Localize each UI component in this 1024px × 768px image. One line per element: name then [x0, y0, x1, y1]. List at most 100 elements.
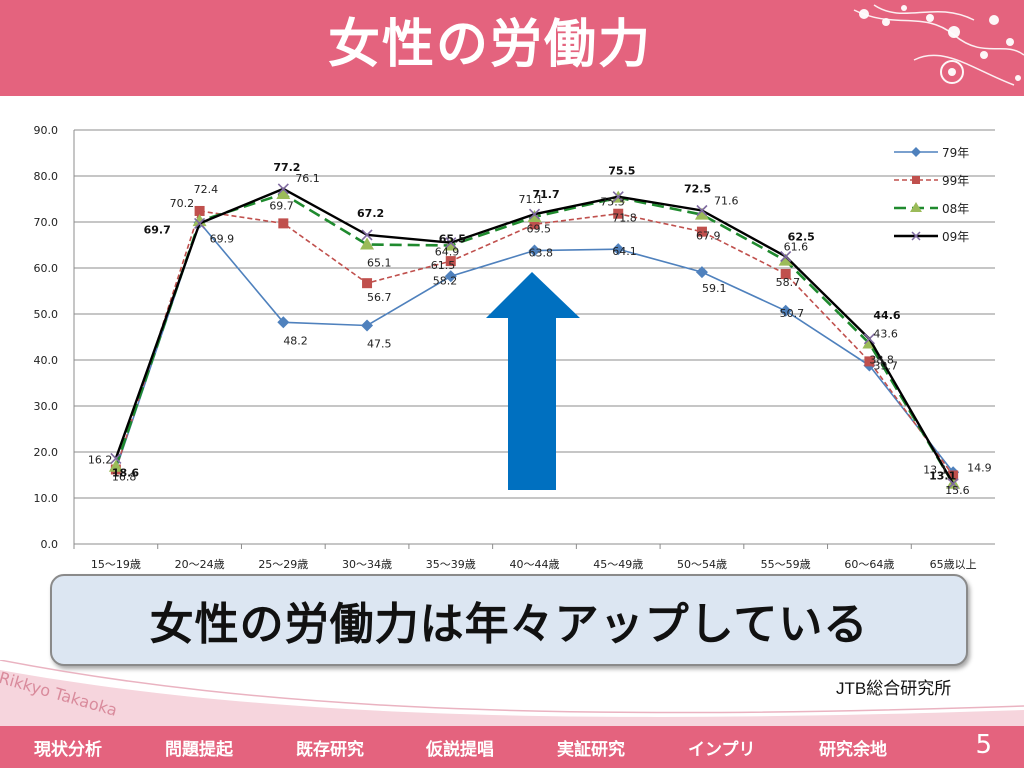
- marker-triangle: [694, 207, 709, 220]
- callout-box: 女性の労働力は年々アップしている: [50, 574, 968, 666]
- marker-triangle: [778, 253, 793, 266]
- legend-label: 79年: [942, 146, 969, 160]
- marker-square: [529, 219, 540, 230]
- data-label-s08: 64.9: [435, 245, 460, 258]
- data-label-s09: 71.7: [533, 188, 560, 201]
- nav-item-impli[interactable]: インプリ: [688, 740, 756, 760]
- nav-item-genjo[interactable]: 現状分析: [34, 740, 102, 760]
- data-label-s09: 72.5: [684, 183, 711, 196]
- legend-marker: [910, 202, 922, 212]
- data-label-s09: 44.6: [873, 309, 900, 322]
- x-tick-label: 60～64歳: [844, 558, 894, 571]
- nav-item-mondai[interactable]: 問題提起: [165, 740, 233, 760]
- data-label-s09: 77.2: [273, 161, 300, 174]
- data-label-s79: 15.6: [945, 484, 970, 497]
- chart-data-labels: 16.2 69.9 48.2 47.5 58.2 63.8 64.1 59.1 50.7 38.8…: [88, 161, 992, 497]
- data-label-s09: 18.6: [112, 466, 139, 479]
- marker-x: [696, 204, 708, 217]
- data-label-s79: 58.2: [433, 274, 458, 287]
- x-tick-label: 20～24歳: [175, 558, 225, 571]
- marker-square: [362, 278, 373, 289]
- marker-square: [194, 205, 205, 216]
- nav-item-kison[interactable]: 既存研究: [296, 740, 364, 760]
- nav-item-jissho[interactable]: 実証研究: [557, 740, 625, 760]
- series-line-s99: [115, 210, 954, 476]
- data-label-s79: 47.5: [367, 338, 392, 351]
- data-label-s09: 69.7: [144, 223, 171, 236]
- source-credit: JTB総合研究所: [836, 679, 952, 698]
- y-tick-label: 0.0: [41, 538, 59, 551]
- legend-label: 08年: [942, 202, 969, 216]
- marker-square: [948, 470, 959, 481]
- data-label-s99: 71.8: [612, 212, 637, 225]
- legend-marker: [912, 176, 920, 184]
- legend-marker: [911, 147, 921, 157]
- y-tick-label: 70.0: [34, 216, 59, 229]
- legend-label: 99年: [942, 174, 969, 188]
- data-label-s08: 43.6: [873, 327, 898, 340]
- data-label-s99: 58.7: [776, 276, 801, 289]
- marker-x: [780, 250, 792, 263]
- data-label-s08: 65.1: [367, 257, 392, 270]
- y-tick-label: 20.0: [34, 446, 59, 459]
- title-bar: [0, 0, 1024, 96]
- marker-triangle: [360, 237, 375, 250]
- marker-square: [445, 256, 456, 267]
- marker-x: [445, 237, 457, 249]
- nav-item-kasetsu[interactable]: 仮説提唱: [426, 740, 494, 760]
- marker-diamond: [779, 304, 792, 317]
- x-tick-label: 45～49歳: [593, 558, 643, 571]
- marker-triangle: [276, 186, 291, 199]
- data-label-s09: 62.5: [788, 231, 815, 244]
- marker-square: [278, 218, 289, 229]
- x-tick-label: 15～19歳: [91, 558, 141, 571]
- data-label-s08: 75.3: [600, 196, 625, 209]
- marker-triangle: [443, 238, 458, 251]
- data-label-s79: 16.2: [88, 453, 113, 466]
- data-label-s09: 65.5: [439, 233, 466, 246]
- swoosh-decoration: [0, 660, 1024, 730]
- marker-diamond: [612, 243, 625, 256]
- marker-x: [361, 229, 373, 241]
- data-label-s08: 61.6: [784, 241, 809, 254]
- data-label-s99: 69.7: [269, 199, 294, 212]
- chart-legend: 79年 99年 08年 09年: [894, 146, 969, 244]
- page-title: 女性の労働力: [327, 15, 652, 75]
- data-label-s99: 61.5: [431, 259, 456, 272]
- marker-diamond: [277, 316, 290, 329]
- up-arrow-shape: [486, 272, 580, 490]
- data-label-s08: 76.1: [295, 172, 320, 185]
- x-tick-label: 50～54歳: [677, 558, 727, 571]
- chart-axes: 0.0 10.0 20.0 30.0 40.0 50.0 60.0 70.0 80.0 90.0 1…: [34, 124, 995, 571]
- marker-x: [612, 191, 624, 203]
- data-label-s09: 13.1: [929, 470, 956, 483]
- data-label-s09: 67.2: [357, 207, 384, 220]
- nav-item-yochi[interactable]: 研究余地: [819, 740, 887, 760]
- line-chart: 0.0 10.0 20.0 30.0 40.0 50.0 60.0 70.0 80.0 90.0 1…: [34, 124, 995, 571]
- data-label-s99: 72.4: [194, 183, 219, 196]
- y-tick-label: 80.0: [34, 170, 59, 183]
- y-tick-label: 30.0: [34, 400, 59, 413]
- bottom-nav-bar: 現状分析 問題提起 既存研究 仮説提唱 実証研究 インプリ 研究余地 5: [0, 726, 1024, 768]
- data-label-s79: 48.2: [283, 334, 308, 347]
- page-number: 5: [975, 730, 992, 760]
- data-label-s79: 38.8: [869, 354, 894, 367]
- legend-marker: [911, 231, 921, 241]
- x-tick-label: 65歳以上: [930, 558, 977, 571]
- x-tick-label: 25～29歳: [258, 558, 308, 571]
- marker-triangle: [108, 459, 123, 472]
- data-label-s79: 64.1: [612, 245, 637, 258]
- marker-x: [277, 183, 289, 195]
- data-label-s08: 16.8: [112, 471, 137, 484]
- y-tick-label: 90.0: [34, 124, 59, 137]
- y-tick-label: 10.0: [34, 492, 59, 505]
- data-label-s99: 69.5: [527, 222, 552, 235]
- data-label-s08: 71.6: [714, 195, 739, 208]
- marker-square: [864, 356, 875, 367]
- marker-triangle: [527, 209, 542, 222]
- marker-square: [780, 268, 791, 279]
- data-label-s08: 13.1: [923, 464, 948, 477]
- y-tick-label: 60.0: [34, 262, 59, 275]
- x-tick-label: 55～59歳: [761, 558, 811, 571]
- marker-x: [528, 208, 541, 220]
